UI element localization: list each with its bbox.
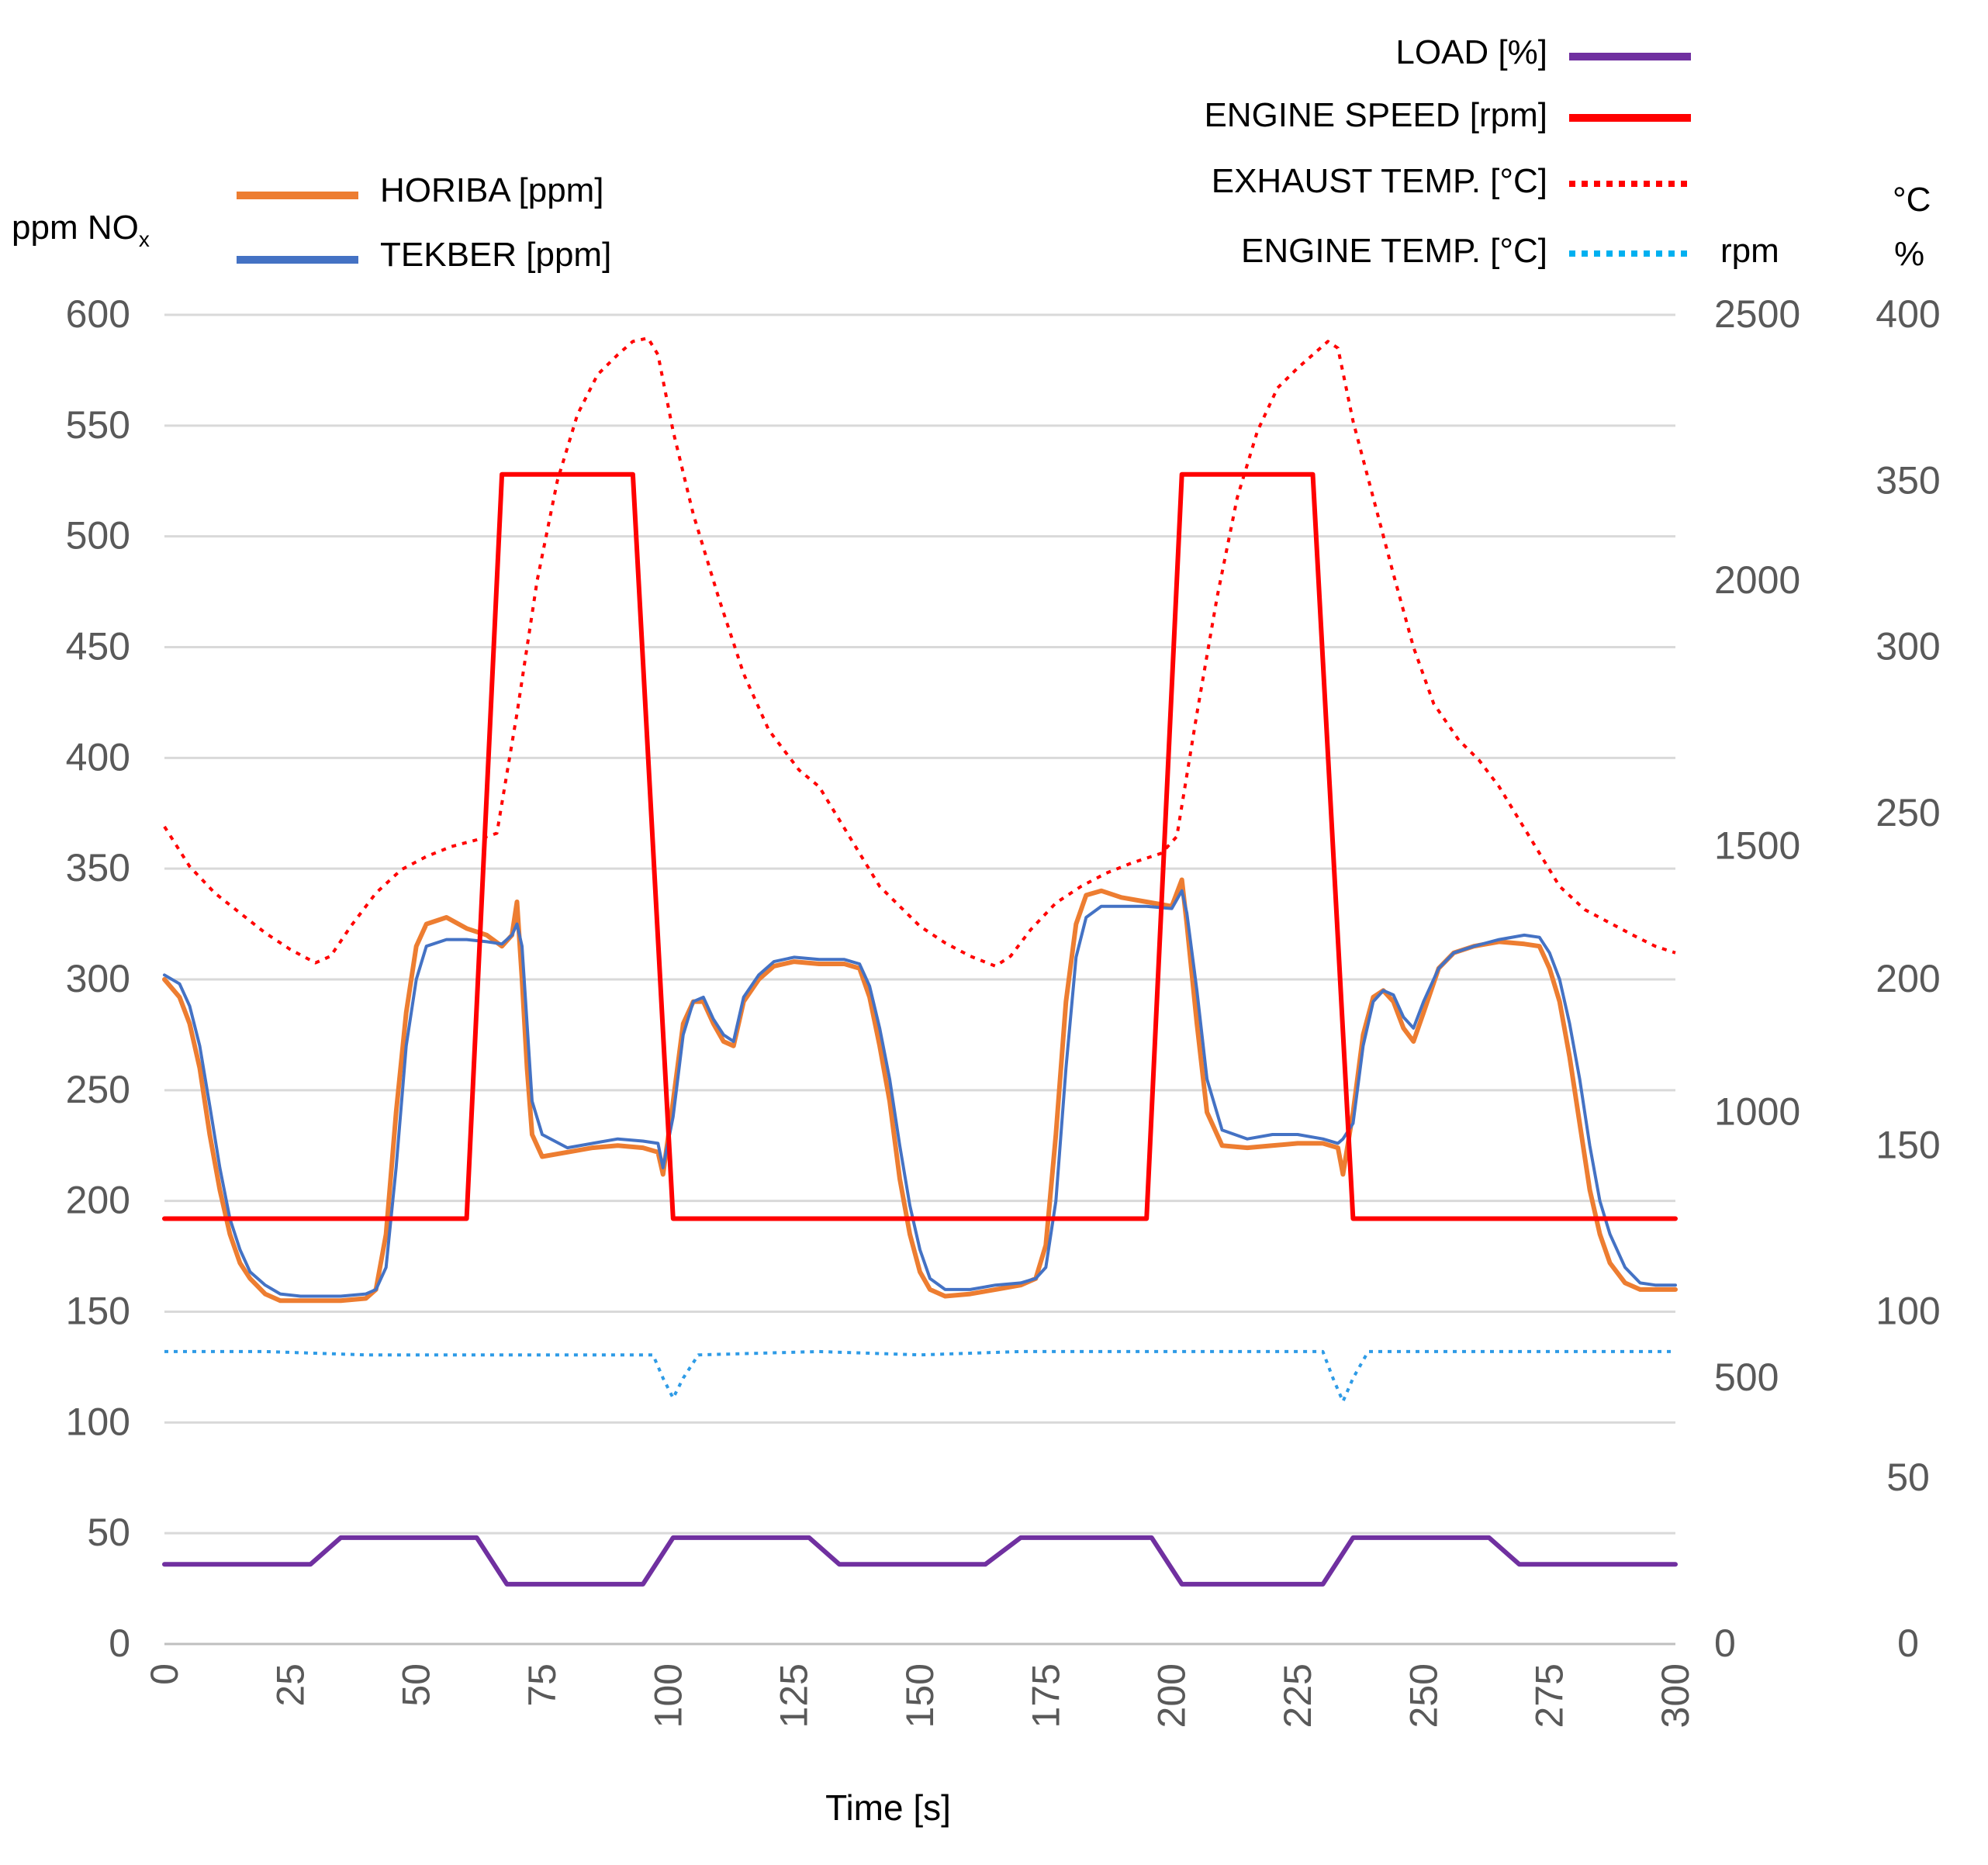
x-tick-label: 300 xyxy=(1654,1663,1697,1728)
temp-tick-label: 200 xyxy=(1876,957,1940,1000)
x-tick-label: 100 xyxy=(646,1663,690,1728)
temp-tick-label: 250 xyxy=(1876,791,1940,834)
legend-item-load: LOAD [%] xyxy=(1395,33,1691,71)
series-tekber-ppm xyxy=(163,889,1677,1298)
x-tick-label: 75 xyxy=(520,1663,564,1707)
tick-labels: 0501001502002503003504004505005506000500… xyxy=(66,292,1941,1728)
x-tick-label: 150 xyxy=(898,1663,942,1728)
temp-tick-label: 400 xyxy=(1876,292,1940,336)
legend-item-tekber: TEKBER [ppm] xyxy=(237,236,611,274)
temp-tick-label: 0 xyxy=(1897,1622,1919,1665)
left-tick-label: 350 xyxy=(66,846,130,889)
x-tick-label: 0 xyxy=(143,1663,186,1685)
left-tick-label: 550 xyxy=(66,403,130,447)
left-tick-label: 150 xyxy=(66,1290,130,1333)
left-tick-label: 600 xyxy=(66,292,130,336)
legend-item-horiba: HORIBA [ppm] xyxy=(237,171,604,209)
left-tick-label: 300 xyxy=(66,957,130,1000)
legend-label-exhaust-temp: EXHAUST TEMP. [°C] xyxy=(1212,162,1547,200)
legend-item-engine-temp: ENGINE TEMP. [°C] xyxy=(1241,232,1691,270)
temp-axis-title: °C xyxy=(1893,181,1931,219)
series-engine-speed-rpm xyxy=(162,471,1678,1221)
left-tick-label: 250 xyxy=(66,1068,130,1111)
x-tick-label: 225 xyxy=(1276,1663,1319,1728)
legend-item-exhaust-temp: EXHAUST TEMP. [°C] xyxy=(1212,162,1691,200)
rpm-tick-label: 500 xyxy=(1714,1356,1779,1399)
temp-tick-label: 150 xyxy=(1876,1123,1940,1166)
legend-item-engine-speed: ENGINE SPEED [rpm] xyxy=(1204,96,1691,134)
left-tick-label: 50 xyxy=(87,1511,130,1554)
x-tick-label: 25 xyxy=(268,1663,312,1707)
legend-label-tekber: TEKBER [ppm] xyxy=(380,236,611,274)
temp-tick-label: 300 xyxy=(1876,625,1940,668)
x-tick-label: 200 xyxy=(1150,1663,1194,1728)
left-tick-label: 200 xyxy=(66,1179,130,1222)
temp-tick-label: 100 xyxy=(1876,1290,1940,1333)
gridlines xyxy=(164,313,1675,1646)
left-tick-label: 100 xyxy=(66,1400,130,1443)
series-horiba-ppm xyxy=(162,877,1678,1304)
temp-tick-label: 50 xyxy=(1886,1456,1930,1499)
left-tick-label: 0 xyxy=(109,1622,130,1665)
legend-left: HORIBA [ppm] TEKBER [ppm] xyxy=(237,171,611,274)
left-tick-label: 500 xyxy=(66,514,130,558)
rpm-tick-label: 2500 xyxy=(1714,292,1800,336)
rpm-tick-label: 2000 xyxy=(1714,558,1800,602)
x-tick-label: 175 xyxy=(1024,1663,1067,1728)
rpm-axis-title: rpm xyxy=(1720,232,1779,270)
series-engine-temp-c xyxy=(164,1349,1675,1404)
legend-label-horiba: HORIBA [ppm] xyxy=(380,171,604,209)
series-exhaust-temp-c xyxy=(163,337,1676,968)
x-tick-label: 125 xyxy=(773,1663,816,1728)
x-tick-label: 275 xyxy=(1528,1663,1571,1728)
x-tick-label: 250 xyxy=(1402,1663,1445,1728)
legend-label-engine-speed: ENGINE SPEED [rpm] xyxy=(1204,96,1547,134)
percent-axis-title: % xyxy=(1894,235,1924,273)
temp-tick-label: 350 xyxy=(1876,458,1940,502)
rpm-tick-label: 1500 xyxy=(1714,824,1800,868)
left-tick-label: 450 xyxy=(66,625,130,668)
x-tick-label: 50 xyxy=(395,1663,438,1707)
legend-right: LOAD [%] ENGINE SPEED [rpm] EXHAUST TEMP… xyxy=(1204,33,1691,270)
x-axis-title: Time [s] xyxy=(825,1787,951,1828)
left-tick-label: 400 xyxy=(66,735,130,779)
legend-label-engine-temp: ENGINE TEMP. [°C] xyxy=(1241,232,1547,270)
series-load xyxy=(162,1535,1678,1587)
left-axis-title: ppm NOx xyxy=(12,209,150,251)
series-layer xyxy=(162,337,1678,1587)
rpm-tick-label: 1000 xyxy=(1714,1090,1800,1133)
rpm-tick-label: 0 xyxy=(1714,1622,1736,1665)
legend-label-load: LOAD [%] xyxy=(1395,33,1547,71)
